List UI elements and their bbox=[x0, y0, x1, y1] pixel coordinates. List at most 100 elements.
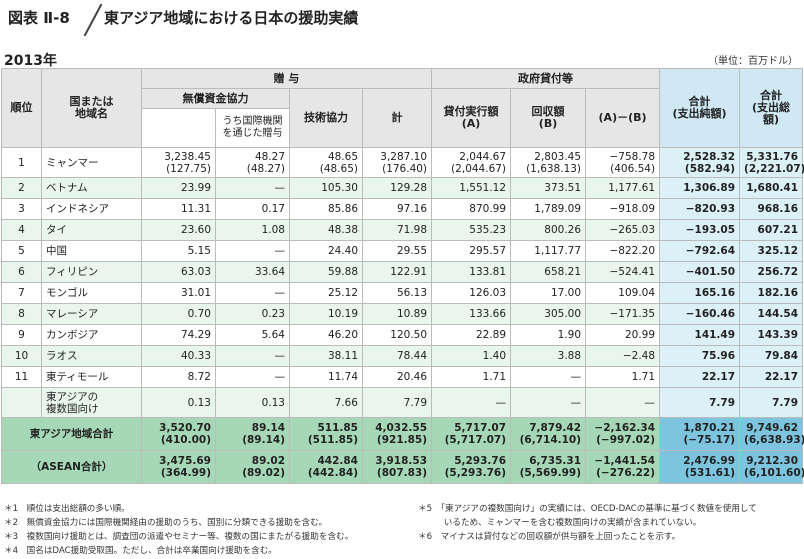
loan-exec-cell: 295.57 bbox=[431, 240, 512, 262]
loan-exec-cell: 5,717.07 (5,717.07) bbox=[431, 417, 512, 451]
total-cell: 29.55 bbox=[361, 240, 433, 262]
a-minus-b-cell: 109.04 bbox=[585, 282, 661, 304]
tech-cell: 11.74 bbox=[289, 366, 363, 388]
via-intl-cell: — bbox=[215, 282, 290, 304]
tech-cell: 38.11 bbox=[289, 345, 363, 367]
recovery-cell: 2,803.45 (1,638.13) bbox=[510, 147, 587, 178]
a-minus-b-cell: — bbox=[585, 387, 661, 418]
a-minus-b-cell: 20.99 bbox=[585, 324, 661, 346]
loan-group-header: 政府貸付等 bbox=[431, 68, 661, 89]
gross-cell: 182.16 bbox=[739, 282, 804, 304]
via-intl-cell: 89.14 (89.14) bbox=[215, 417, 290, 451]
via-intl-cell: — bbox=[215, 177, 290, 199]
unit-label: （単位：百万ドル） bbox=[708, 56, 798, 67]
recovery-cell: — bbox=[510, 366, 587, 388]
a-minus-b-cell: −918.09 bbox=[585, 198, 661, 220]
rank-cell: 4 bbox=[1, 219, 42, 241]
grant-aid-cell: 0.70 bbox=[141, 303, 216, 325]
country-cell: フィリピン bbox=[41, 261, 142, 283]
table-row: 9 カンボジア 74.29 5.64 46.20 120.50 22.89 1.90 20.99… bbox=[1, 324, 804, 346]
tech-cell: 442.84 (442.84) bbox=[289, 450, 363, 484]
via-intl-cell: — bbox=[215, 240, 290, 262]
net-cell: −160.46 bbox=[659, 303, 741, 325]
tech-cell: 59.88 bbox=[289, 261, 363, 283]
total-cell: 122.91 bbox=[361, 261, 433, 283]
tech-cell: 10.19 bbox=[289, 303, 363, 325]
figure-title: 東アジア地域における日本の援助実績 bbox=[104, 9, 359, 27]
country-cell: ミャンマー bbox=[41, 147, 142, 178]
country-header: 国または 地域名 bbox=[41, 68, 142, 148]
gross-cell: 1,680.41 bbox=[739, 177, 804, 199]
table-row: 2 ベトナム 23.99—105.30 129.28 1,551.12 373.51 1,1… bbox=[1, 177, 804, 199]
via-intl-cell: 1.08 bbox=[215, 219, 290, 241]
loan-exec-cell: 5,293.76 (5,293.76) bbox=[431, 450, 512, 484]
a-minus-b-cell: −524.41 bbox=[585, 261, 661, 283]
rank-cell: 1 bbox=[1, 147, 42, 178]
via-intl-cell: — bbox=[215, 345, 290, 367]
recovery-cell: 6,735.31 (5,569.99) bbox=[510, 450, 587, 484]
recovery-cell: 17.00 bbox=[510, 282, 587, 304]
loan-exec-cell: 1.71 bbox=[431, 366, 512, 388]
table-row: 5 中国 5.15—24.40 29.55 295.57 1,117.77 −822.20−… bbox=[1, 240, 804, 262]
rank-cell: 5 bbox=[1, 240, 42, 262]
rank-cell: 6 bbox=[1, 261, 42, 283]
loan-exec-cell: 535.23 bbox=[431, 219, 512, 241]
footnote: いるため、ミャンマーを含む複数国向けの実績が含まれていない。 bbox=[418, 518, 702, 528]
loan-exec-cell: 22.89 bbox=[431, 324, 512, 346]
grant-aid-cell: 23.99 bbox=[141, 177, 216, 199]
net-cell: 1,306.89 bbox=[659, 177, 741, 199]
recovery-cell: 3.88 bbox=[510, 345, 587, 367]
country-cell: 中国 bbox=[41, 240, 142, 262]
rank-cell: 8 bbox=[1, 303, 42, 325]
rank-cell: 11 bbox=[1, 366, 42, 388]
grant-aid-header: 無償資金協力 bbox=[141, 88, 290, 109]
figure-tag: 図表 Ⅱ-8 bbox=[8, 9, 70, 27]
total-row: （ASEAN合計） 3,475.69 (364.99) 89.02 (89.02) 4… bbox=[1, 450, 804, 484]
footnote: ＊1 順位は支出総額の多い順。 bbox=[4, 504, 130, 514]
a-minus-b-cell: 1.71 bbox=[585, 366, 661, 388]
a-minus-b-cell: −822.20 bbox=[585, 240, 661, 262]
recovery-cell: 373.51 bbox=[510, 177, 587, 199]
country-cell: ベトナム bbox=[41, 177, 142, 199]
grant-aid-cell: 11.31 bbox=[141, 198, 216, 220]
rank-cell: 7 bbox=[1, 282, 42, 304]
loan-exec-cell: 2,044.67 (2,044.67) bbox=[431, 147, 512, 178]
via-intl-cell: 0.17 bbox=[215, 198, 290, 220]
recovery-cell: 800.26 bbox=[510, 219, 587, 241]
table-row: 11 東ティモール 8.72—11.74 20.46 1.71—1.71 22.17 22.… bbox=[1, 366, 804, 388]
net-cell: 2,476.99 (531.61) bbox=[659, 450, 741, 484]
rank-cell: 2 bbox=[1, 177, 42, 199]
loan-exec-cell: 133.81 bbox=[431, 261, 512, 283]
recovery-cell: 305.00 bbox=[510, 303, 587, 325]
recovery-cell: 658.21 bbox=[510, 261, 587, 283]
via-intl-cell: 89.02 (89.02) bbox=[215, 450, 290, 484]
gross-cell: 325.12 bbox=[739, 240, 804, 262]
grant-aid-cell: 63.03 bbox=[141, 261, 216, 283]
footnote: ＊3 複数国向け援助とは、調査団の派遣やセミナー等、複数の国にまたがる援助を含む… bbox=[4, 532, 354, 542]
total-cell: 3,918.53 (807.83) bbox=[361, 450, 433, 484]
total-cell: 7.79 bbox=[361, 387, 433, 418]
net-cell: 141.49 bbox=[659, 324, 741, 346]
a-minus-b-header: (A)－(B) bbox=[585, 88, 661, 148]
a-minus-b-cell: 1,177.61 bbox=[585, 177, 661, 199]
net-cell: 2,528.32 (582.94) bbox=[659, 147, 741, 178]
country-cell: カンボジア bbox=[41, 324, 142, 346]
table-body: 1 ミャンマー 3,238.45 (127.75) 48.27 (48.27) 48.6… bbox=[1, 147, 804, 484]
figure-title-bar: 図表 Ⅱ-8 東アジア地域における日本の援助実績 bbox=[0, 0, 804, 38]
grant-aid-cell: 3,520.70 (410.00) bbox=[141, 417, 216, 451]
total-cell: 3,287.10 (176.40) bbox=[361, 147, 433, 178]
recovery-cell: 1,789.09 bbox=[510, 198, 587, 220]
a-minus-b-cell: −2.48 bbox=[585, 345, 661, 367]
grant-aid-cell: 5.15 bbox=[141, 240, 216, 262]
gross-cell: 7.79 bbox=[739, 387, 804, 418]
total-cell: 10.89 bbox=[361, 303, 433, 325]
net-cell: 22.17 bbox=[659, 366, 741, 388]
table-row: 7 モンゴル 31.01—25.12 56.13 126.03 17.00 109.04 16… bbox=[1, 282, 804, 304]
recovery-header: 回収額 (B) bbox=[510, 88, 587, 148]
rank-cell bbox=[1, 387, 42, 418]
tech-cell: 511.85 (511.85) bbox=[289, 417, 363, 451]
gross-cell: 5,331.76 (2,221.07) bbox=[739, 147, 804, 178]
table-row: 3 インドネシア 11.31 0.17 85.86 97.16 870.99 1,789.09… bbox=[1, 198, 804, 220]
loan-exec-cell: 133.66 bbox=[431, 303, 512, 325]
rank-header: 順位 bbox=[1, 68, 42, 148]
